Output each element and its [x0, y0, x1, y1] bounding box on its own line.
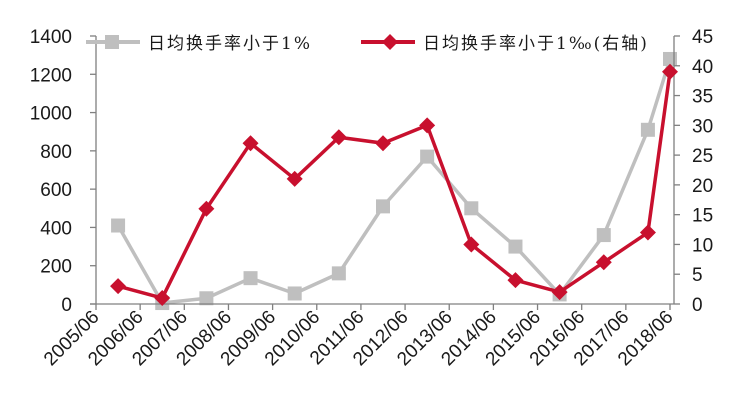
diamond-marker-icon	[662, 63, 678, 80]
legend-item-red: 日均换手率小于1‰(右轴)	[361, 34, 649, 54]
square-marker-icon	[105, 35, 119, 49]
square-marker-icon	[640, 122, 655, 137]
square-marker-icon	[420, 149, 435, 164]
square-marker-icon	[508, 239, 523, 254]
right-tick-label: 0	[692, 295, 703, 316]
right-tick-label: 30	[692, 116, 713, 137]
square-marker-icon	[464, 201, 479, 216]
square-marker-icon	[111, 218, 126, 233]
series-lines	[111, 51, 677, 311]
right-tick-label: 45	[692, 27, 713, 48]
square-marker-icon	[243, 271, 258, 286]
square-marker-icon	[287, 286, 302, 301]
left-tick-label: 1000	[30, 104, 72, 125]
diamond-marker-icon	[419, 117, 436, 134]
legend: 日均换手率小于1% 日均换手率小于1‰(右轴)	[86, 34, 649, 54]
left-tick-label: 800	[40, 142, 72, 163]
series-line-0	[116, 58, 672, 305]
diamond-marker-icon	[154, 290, 171, 307]
legend-label-red: 日均换手率小于1‰(右轴)	[423, 34, 649, 54]
right-tick-label: 20	[692, 176, 713, 197]
diamond-marker-icon	[330, 129, 347, 146]
square-marker-icon	[331, 266, 346, 281]
square-marker-icon	[199, 291, 214, 306]
left-y-ticks: 0 200 400 600 800 1000 1200 1400	[30, 27, 96, 316]
diamond-marker-icon	[286, 170, 303, 187]
right-y-ticks: 0 5 10 15 20 25 30 35 40 45	[674, 27, 713, 316]
x-ticks: 2005/062006/062007/062008/062009/062010/…	[40, 304, 678, 370]
diamond-marker-icon	[110, 278, 127, 295]
right-tick-label: 5	[692, 265, 703, 286]
right-tick-label: 25	[692, 146, 713, 167]
right-tick-label: 40	[692, 57, 713, 78]
axes	[90, 36, 675, 305]
left-tick-label: 200	[40, 257, 72, 278]
square-marker-icon	[376, 199, 390, 214]
diamond-marker-icon	[242, 135, 259, 152]
left-tick-label: 1400	[30, 27, 72, 48]
diamond-marker-icon	[639, 224, 656, 241]
diamond-marker-icon	[375, 135, 391, 152]
diamond-marker-icon	[198, 200, 215, 217]
diamond-marker-icon	[595, 254, 612, 271]
left-tick-label: 1200	[30, 65, 72, 86]
left-tick-label: 0	[61, 295, 72, 316]
diamond-marker-icon	[382, 34, 398, 50]
diamond-marker-icon	[551, 284, 568, 301]
right-tick-label: 35	[692, 87, 713, 108]
legend-item-gray: 日均换手率小于1%	[86, 34, 312, 54]
right-tick-label: 10	[692, 235, 713, 256]
diamond-marker-icon	[463, 236, 480, 253]
diamond-marker-icon	[507, 272, 524, 289]
series-line-1	[117, 71, 672, 300]
left-tick-label: 400	[40, 218, 72, 239]
legend-label-gray: 日均换手率小于1%	[148, 34, 312, 54]
right-tick-label: 15	[692, 206, 713, 227]
series-markers	[110, 63, 678, 307]
square-marker-icon	[596, 228, 611, 243]
left-tick-label: 600	[40, 180, 72, 201]
